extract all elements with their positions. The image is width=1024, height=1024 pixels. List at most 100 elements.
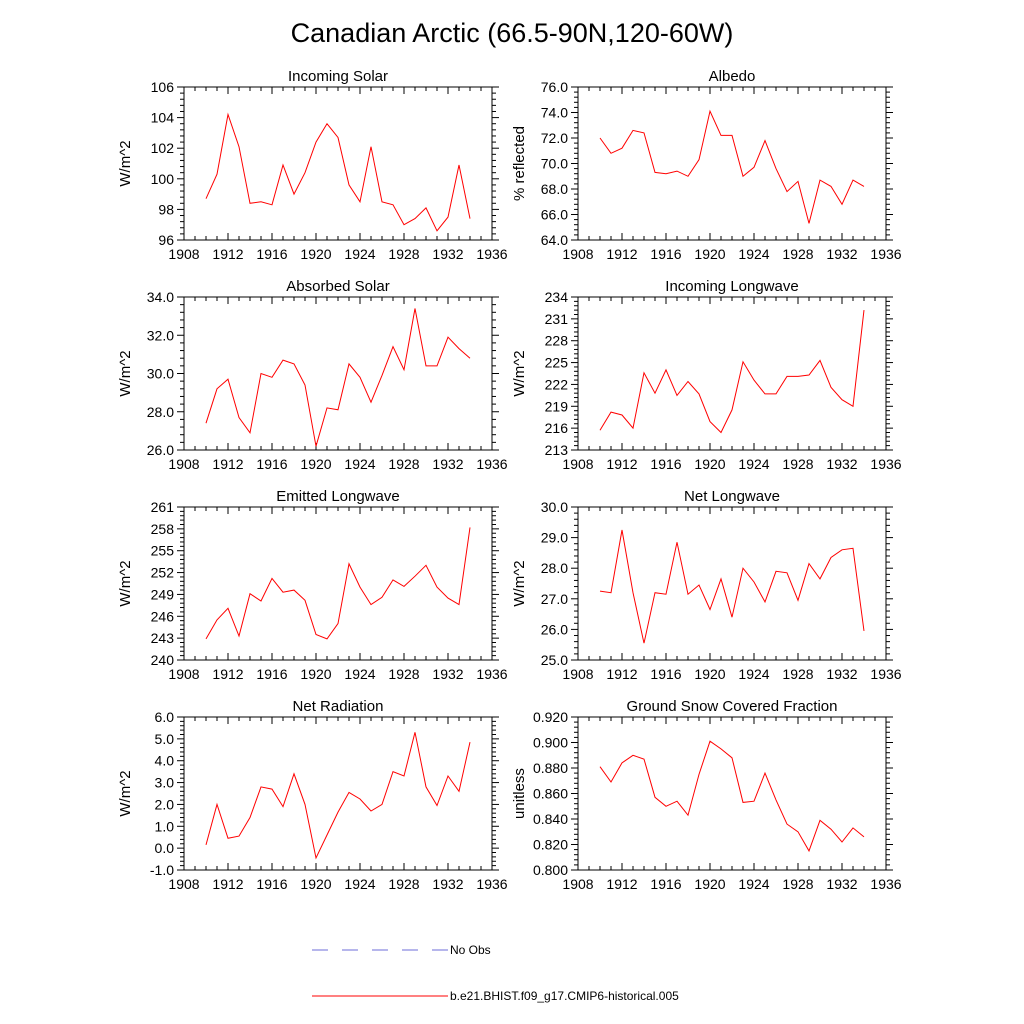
x-tick-label: 1932 <box>432 246 463 262</box>
y-tick-label: 246 <box>151 608 175 624</box>
x-tick-label: 1920 <box>300 666 331 682</box>
panel-title: Net Radiation <box>293 698 384 715</box>
x-tick-label: 1924 <box>344 246 375 262</box>
plot-frame <box>183 86 493 241</box>
y-tick-label: 66.0 <box>541 207 568 223</box>
x-tick-label: 1912 <box>212 666 243 682</box>
x-tick-label: 1908 <box>562 666 593 682</box>
x-tick-label: 1936 <box>476 456 507 472</box>
x-tick-label: 1920 <box>694 456 725 472</box>
x-tick-label: 1932 <box>432 456 463 472</box>
y-tick-label: 222 <box>545 376 569 392</box>
panel-title: Ground Snow Covered Fraction <box>627 698 838 715</box>
y-tick-label: 72.0 <box>541 130 568 146</box>
x-tick-label: 1912 <box>606 456 637 472</box>
y-tick-label: 1.0 <box>155 818 175 834</box>
x-tick-label: 1912 <box>606 666 637 682</box>
y-tick-label: 28.0 <box>541 560 568 576</box>
x-tick-label: 1912 <box>212 456 243 472</box>
y-tick-label: 28.0 <box>147 404 174 420</box>
y-tick-label: -1.0 <box>150 862 174 878</box>
x-tick-label: 1924 <box>344 666 375 682</box>
x-tick-label: 1936 <box>870 876 901 892</box>
y-tick-label: 76.0 <box>541 79 568 95</box>
x-tick-label: 1912 <box>606 246 637 262</box>
x-tick-label: 1924 <box>738 666 769 682</box>
series-line-net-radiation <box>205 732 471 860</box>
y-axis-label: W/m^2 <box>511 560 528 606</box>
x-tick-label: 1920 <box>694 246 725 262</box>
plot-frame <box>577 86 887 241</box>
y-tick-label: 102 <box>151 140 175 156</box>
x-tick-label: 1916 <box>650 876 681 892</box>
x-tick-label: 1932 <box>826 246 857 262</box>
x-tick-label: 1912 <box>212 246 243 262</box>
x-tick-label: 1924 <box>738 456 769 472</box>
panel-emitted-longwave: Emitted Longwave W/m^2 1908 1912 1916 1920 192… <box>117 488 508 682</box>
x-tick-label: 1916 <box>256 666 287 682</box>
x-tick-label: 1908 <box>562 876 593 892</box>
x-tick-label: 1924 <box>344 456 375 472</box>
y-tick-label: 2.0 <box>155 796 175 812</box>
x-tick-label: 1936 <box>476 876 507 892</box>
panel-incoming-longwave: Incoming Longwave W/m^2 1908 1912 1916 1920 19… <box>511 278 902 472</box>
x-tick-label: 1928 <box>782 666 813 682</box>
x-tick-label: 1908 <box>562 456 593 472</box>
y-tick-label: 228 <box>545 333 569 349</box>
x-tick-label: 1932 <box>826 666 857 682</box>
y-axis-label: W/m^2 <box>117 770 134 816</box>
y-tick-label: 27.0 <box>541 591 568 607</box>
y-tick-label: 68.0 <box>541 181 568 197</box>
y-tick-label: 0.900 <box>533 735 568 751</box>
x-tick-label: 1908 <box>168 876 199 892</box>
x-tick-label: 1916 <box>256 246 287 262</box>
series-line-net-longwave <box>599 529 865 644</box>
y-tick-label: 30.0 <box>541 499 568 515</box>
y-tick-label: 0.920 <box>533 709 568 725</box>
x-tick-label: 1928 <box>782 456 813 472</box>
y-tick-label: 100 <box>151 171 175 187</box>
y-tick-label: 26.0 <box>541 621 568 637</box>
y-tick-label: 25.0 <box>541 652 568 668</box>
plot-frame <box>183 296 493 451</box>
x-tick-label: 1912 <box>212 876 243 892</box>
panel-title: Net Longwave <box>684 488 780 505</box>
y-tick-label: 29.0 <box>541 530 568 546</box>
x-tick-label: 1936 <box>870 456 901 472</box>
y-axis-label: % reflected <box>511 126 528 201</box>
y-tick-label: 70.0 <box>541 156 568 172</box>
y-tick-label: 74.0 <box>541 105 568 121</box>
x-tick-label: 1928 <box>388 246 419 262</box>
x-tick-label: 1924 <box>344 876 375 892</box>
y-tick-label: 32.0 <box>147 327 174 343</box>
y-tick-label: 34.0 <box>147 289 174 305</box>
x-tick-label: 1920 <box>694 666 725 682</box>
y-tick-label: 219 <box>545 398 569 414</box>
x-tick-label: 1908 <box>562 246 593 262</box>
x-tick-label: 1912 <box>606 876 637 892</box>
x-tick-label: 1920 <box>300 246 331 262</box>
y-tick-label: 64.0 <box>541 232 568 248</box>
y-axis-label: W/m^2 <box>117 140 134 186</box>
x-tick-label: 1928 <box>782 876 813 892</box>
y-tick-label: 0.800 <box>533 862 568 878</box>
x-tick-label: 1936 <box>476 666 507 682</box>
x-tick-label: 1936 <box>476 246 507 262</box>
y-tick-label: 0.880 <box>533 760 568 776</box>
series-line-emitted-longwave <box>205 527 471 640</box>
x-tick-label: 1932 <box>826 456 857 472</box>
x-tick-label: 1932 <box>432 666 463 682</box>
y-tick-label: 261 <box>151 499 175 515</box>
figure-title: Canadian Arctic (66.5-90N,120-60W) <box>291 18 734 48</box>
x-tick-label: 1928 <box>388 666 419 682</box>
y-axis-label: unitless <box>511 768 528 819</box>
y-tick-label: 106 <box>151 79 175 95</box>
panel-title: Incoming Longwave <box>665 278 798 295</box>
y-tick-label: 234 <box>545 289 569 305</box>
x-tick-label: 1928 <box>388 456 419 472</box>
y-axis-label: W/m^2 <box>117 560 134 606</box>
panel-grid: Incoming Solar W/m^2 1908 1912 1916 1920 1924 1… <box>117 68 902 892</box>
y-tick-label: 252 <box>151 565 175 581</box>
x-tick-label: 1916 <box>650 456 681 472</box>
